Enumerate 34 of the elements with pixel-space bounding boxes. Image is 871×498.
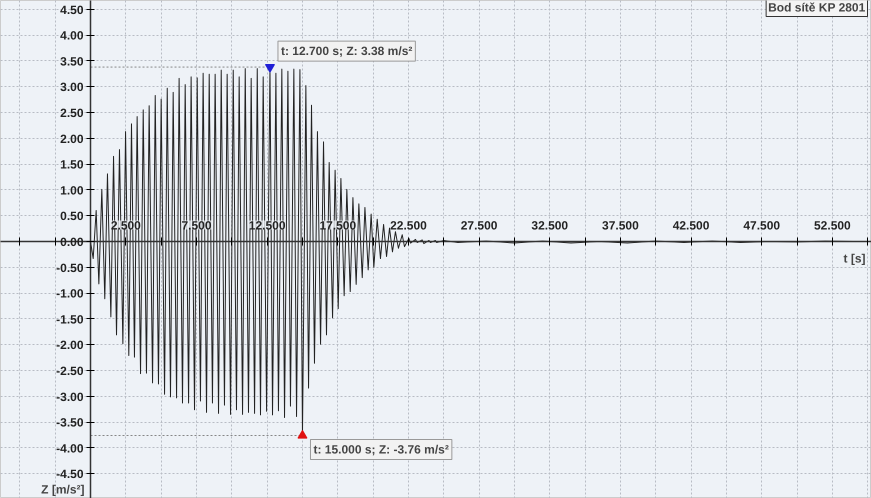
y-tick-label: -1.50 <box>56 312 84 326</box>
y-tick-label: -4.50 <box>56 467 84 482</box>
y-tick-label: -3.50 <box>56 416 84 430</box>
x-tick-label: 7.500 <box>181 218 212 232</box>
y-tick-label: -0.50 <box>56 260 84 275</box>
y-tick-label: 2.00 <box>60 132 84 146</box>
x-tick-label: 42.500 <box>672 218 710 232</box>
y-tick-label: 4.50 <box>60 2 84 17</box>
x-tick-label: 2.500 <box>110 218 142 232</box>
annotation: t: 12.700 s; Z: 3.38 m/s² <box>280 44 412 58</box>
x-tick-label: 47.500 <box>743 218 780 232</box>
y-tick-label: 3.50 <box>60 54 84 68</box>
x-tick-label: 37.500 <box>602 218 640 232</box>
x-tick-label: 12.500 <box>248 218 286 232</box>
y-axis-title: Z [m/s²] <box>41 482 85 496</box>
y-tick-label: 3.00 <box>60 80 84 94</box>
chart-title: Bod sítě KP 2801 <box>768 0 866 14</box>
x-tick-label: 27.500 <box>460 218 498 232</box>
y-tick-label: 1.00 <box>60 183 84 198</box>
y-tick-label: -3.00 <box>56 390 84 404</box>
y-tick-label: 0.50 <box>60 209 84 224</box>
x-tick-label: 52.500 <box>814 218 852 232</box>
y-tick-label: -4.00 <box>56 441 84 456</box>
x-tick-label: 22.500 <box>390 218 428 232</box>
y-tick-label: 1.50 <box>60 158 84 172</box>
y-tick-label: 4.00 <box>60 28 84 43</box>
annotation: t: 15.000 s; Z: -3.76 m/s² <box>313 442 449 457</box>
y-tick-label: -2.00 <box>56 338 84 352</box>
y-tick-label: -1.00 <box>56 286 84 301</box>
x-axis-title: t [s] <box>844 252 866 266</box>
x-tick-label: 32.500 <box>531 218 568 232</box>
y-tick-label: 2.50 <box>60 106 84 120</box>
x-tick-label: 17.500 <box>319 218 356 232</box>
y-tick-label: -2.50 <box>56 364 84 378</box>
